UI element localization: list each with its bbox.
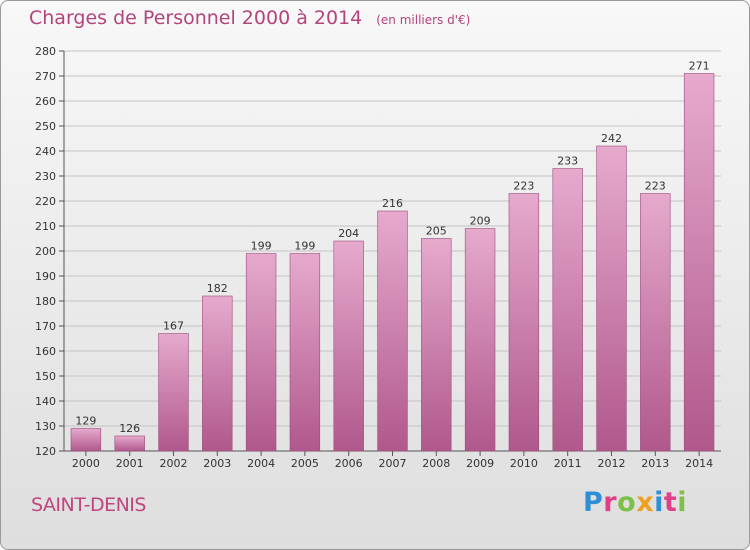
- data-label: 182: [207, 282, 228, 295]
- bars: [70, 73, 715, 452]
- y-tick-label: 260: [35, 95, 56, 108]
- y-tick-label: 250: [35, 120, 56, 133]
- proxiti-logo: Proxiti: [583, 487, 687, 518]
- y-tick-label: 190: [35, 270, 56, 283]
- bar: [552, 168, 583, 452]
- x-tick-label: 2005: [291, 457, 319, 470]
- data-label: 126: [119, 422, 140, 435]
- logo-letter: o: [617, 487, 637, 518]
- x-tick-label: 2011: [554, 457, 582, 470]
- y-tick-label: 230: [35, 170, 56, 183]
- bar: [640, 193, 671, 452]
- x-tick-label: 2008: [422, 457, 450, 470]
- bar: [245, 253, 277, 452]
- data-label: 223: [645, 180, 666, 193]
- data-label: 223: [513, 180, 534, 193]
- bar: [333, 240, 364, 452]
- bar: [596, 145, 627, 452]
- data-label: 209: [470, 215, 491, 228]
- logo-letter: x: [636, 487, 655, 518]
- y-tick-label: 170: [35, 320, 56, 333]
- data-label: 129: [75, 415, 96, 428]
- logo-letter: P: [583, 487, 604, 518]
- x-tick-label: 2000: [72, 457, 100, 470]
- y-tick-label: 150: [35, 370, 56, 383]
- data-label: 233: [557, 155, 578, 168]
- y-tick-label: 120: [35, 445, 56, 458]
- chart-title: Charges de Personnel 2000 à 2014 (en mill…: [29, 7, 470, 29]
- bar: [683, 73, 715, 452]
- data-label: 205: [426, 225, 447, 238]
- x-tick-label: 2009: [466, 457, 494, 470]
- data-label: 199: [251, 240, 272, 253]
- x-tick-label: 2010: [510, 457, 538, 470]
- x-tick-label: 2006: [335, 457, 363, 470]
- x-tick-label: 2012: [598, 457, 626, 470]
- data-label: 216: [382, 197, 403, 210]
- x-tick-label: 2002: [160, 457, 188, 470]
- y-tick-label: 180: [35, 295, 56, 308]
- data-label: 271: [689, 60, 710, 73]
- bar: [377, 210, 408, 452]
- x-tick-label: 2003: [203, 457, 231, 470]
- y-tick-label: 200: [35, 245, 56, 258]
- data-label: 199: [294, 240, 315, 253]
- unit-note: (en milliers d'€): [376, 13, 471, 27]
- bar: [508, 193, 540, 452]
- bar: [464, 228, 496, 452]
- bar: [289, 253, 321, 452]
- x-tick-label: 2014: [685, 457, 713, 470]
- data-label: 204: [338, 227, 359, 240]
- bar: [421, 238, 452, 452]
- y-tick-label: 270: [35, 70, 56, 83]
- logo-letter: i: [654, 487, 664, 518]
- y-tick-label: 210: [35, 220, 56, 233]
- title-text: Charges de Personnel 2000 à 2014: [29, 7, 363, 29]
- bar: [70, 428, 102, 452]
- y-tick-label: 140: [35, 395, 56, 408]
- y-tick-label: 220: [35, 195, 56, 208]
- y-tick-label: 160: [35, 345, 56, 358]
- y-tick-label: 280: [35, 45, 56, 58]
- data-label: 167: [163, 320, 184, 333]
- bar: [114, 435, 145, 452]
- bar: [202, 295, 233, 452]
- labels: 120 130 140 150 160 170 180 190 200 210 220 230 240 2…: [35, 45, 713, 470]
- logo-letter: r: [603, 487, 618, 518]
- logo-letter: t: [663, 487, 678, 518]
- bar: [158, 333, 189, 452]
- x-tick-label: 2013: [641, 457, 669, 470]
- x-tick-label: 2007: [379, 457, 407, 470]
- commune-name: SAINT-DENIS: [31, 494, 146, 516]
- x-tick-label: 2004: [247, 457, 275, 470]
- logo-letter: i: [677, 487, 688, 518]
- y-tick-label: 130: [35, 420, 56, 433]
- x-tick-label: 2001: [116, 457, 144, 470]
- data-label: 242: [601, 132, 622, 145]
- y-tick-label: 240: [35, 145, 56, 158]
